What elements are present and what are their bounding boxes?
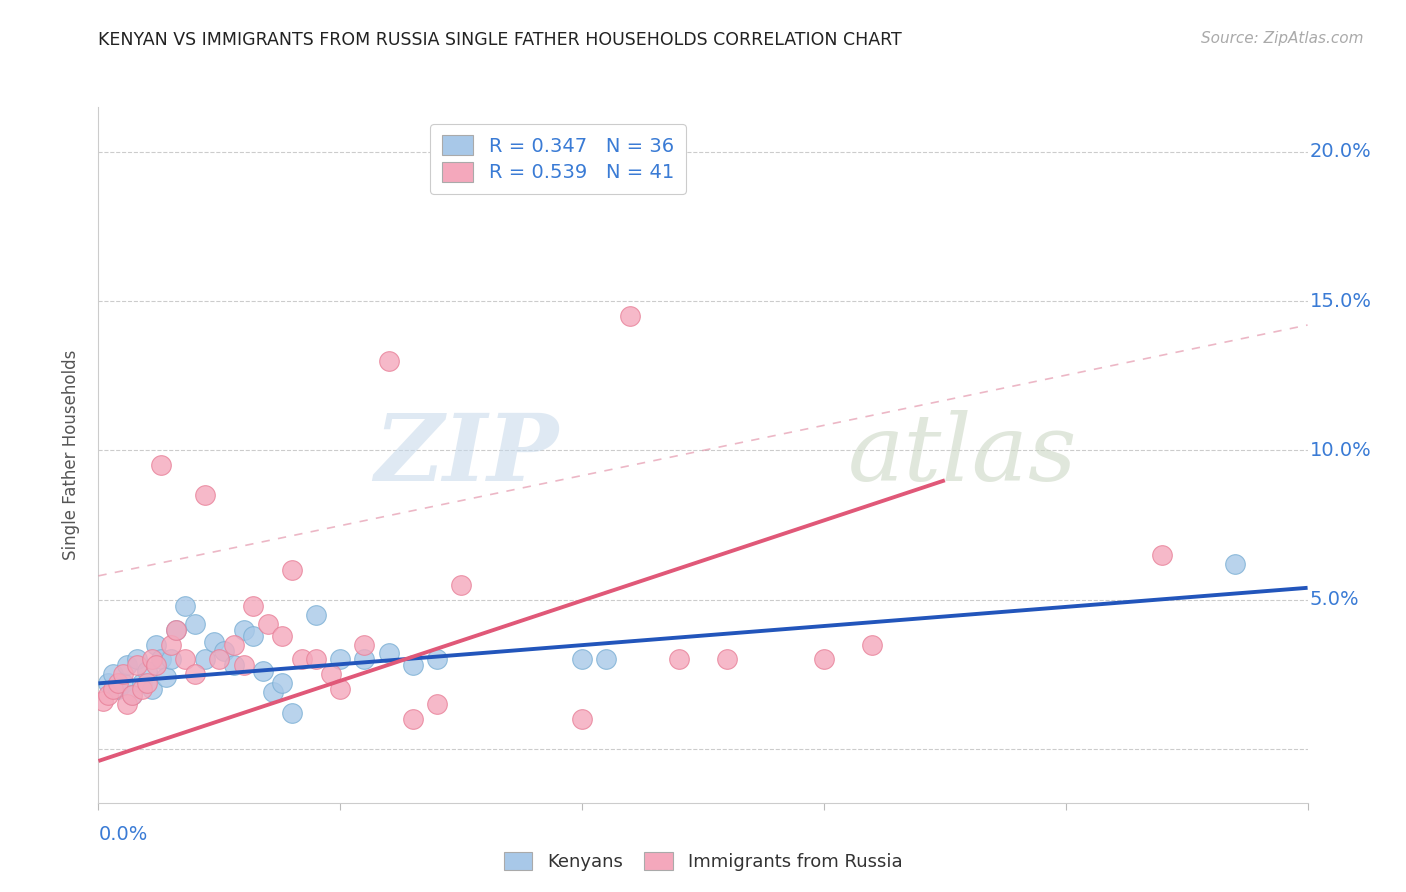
Point <box>281 706 304 721</box>
Text: 5.0%: 5.0% <box>1310 591 1360 609</box>
Point <box>194 652 217 666</box>
Point <box>107 682 129 697</box>
Y-axis label: Single Father Households: Single Father Households <box>62 350 80 560</box>
Point <box>145 638 167 652</box>
Point <box>165 623 187 637</box>
Point <box>595 652 617 666</box>
Point <box>668 652 690 666</box>
Point <box>319 667 342 681</box>
Point <box>101 682 124 697</box>
Point <box>117 658 139 673</box>
Point <box>329 652 352 666</box>
Point <box>271 629 294 643</box>
Point <box>252 665 274 679</box>
Point <box>150 458 173 473</box>
Text: 20.0%: 20.0% <box>1310 143 1372 161</box>
Point <box>281 563 304 577</box>
Point <box>194 488 217 502</box>
Text: KENYAN VS IMMIGRANTS FROM RUSSIA SINGLE FATHER HOUSEHOLDS CORRELATION CHART: KENYAN VS IMMIGRANTS FROM RUSSIA SINGLE … <box>98 31 903 49</box>
Point <box>97 676 120 690</box>
Point <box>150 652 173 666</box>
Point <box>121 688 143 702</box>
Point <box>271 676 294 690</box>
Point <box>97 688 120 702</box>
Point <box>111 667 134 681</box>
Point <box>121 688 143 702</box>
Point <box>232 658 254 673</box>
Legend: R = 0.347   N = 36, R = 0.539   N = 41: R = 0.347 N = 36, R = 0.539 N = 41 <box>430 124 686 194</box>
Point <box>135 665 157 679</box>
Point <box>141 682 163 697</box>
Point <box>571 652 593 666</box>
Text: 15.0%: 15.0% <box>1310 292 1372 310</box>
Point <box>117 698 139 712</box>
Point <box>107 676 129 690</box>
Point <box>377 354 399 368</box>
Point <box>145 658 167 673</box>
Point <box>1223 557 1246 571</box>
Point <box>127 658 149 673</box>
Point <box>208 652 231 666</box>
Point <box>329 682 352 697</box>
Point <box>353 638 375 652</box>
Point <box>101 667 124 681</box>
Point <box>111 676 134 690</box>
Text: ZIP: ZIP <box>374 410 558 500</box>
Point <box>141 652 163 666</box>
Point <box>402 658 425 673</box>
Point <box>174 652 197 666</box>
Point <box>242 599 264 613</box>
Point <box>184 616 207 631</box>
Point <box>426 652 449 666</box>
Point <box>256 616 278 631</box>
Point <box>232 623 254 637</box>
Point <box>155 670 177 684</box>
Point <box>290 652 312 666</box>
Point <box>860 638 883 652</box>
Point <box>402 712 425 726</box>
Point <box>1152 548 1174 562</box>
Point <box>571 712 593 726</box>
Point <box>426 698 449 712</box>
Point <box>813 652 835 666</box>
Point <box>212 643 235 657</box>
Text: 0.0%: 0.0% <box>98 825 148 844</box>
Point <box>184 667 207 681</box>
Legend: Kenyans, Immigrants from Russia: Kenyans, Immigrants from Russia <box>496 845 910 879</box>
Point <box>222 638 245 652</box>
Point <box>305 652 328 666</box>
Point <box>204 634 226 648</box>
Point <box>450 578 472 592</box>
Point <box>174 599 197 613</box>
Point <box>135 676 157 690</box>
Point <box>131 682 153 697</box>
Point <box>377 647 399 661</box>
Text: atlas: atlas <box>848 410 1077 500</box>
Point <box>262 685 284 699</box>
Point <box>619 309 641 323</box>
Point <box>160 638 183 652</box>
Point <box>222 658 245 673</box>
Text: 10.0%: 10.0% <box>1310 441 1372 460</box>
Point <box>160 652 183 666</box>
Text: Source: ZipAtlas.com: Source: ZipAtlas.com <box>1201 31 1364 46</box>
Point <box>131 676 153 690</box>
Point <box>716 652 738 666</box>
Point <box>242 629 264 643</box>
Point <box>127 652 149 666</box>
Point <box>305 607 328 622</box>
Point <box>165 623 187 637</box>
Point <box>353 652 375 666</box>
Point <box>91 694 114 708</box>
